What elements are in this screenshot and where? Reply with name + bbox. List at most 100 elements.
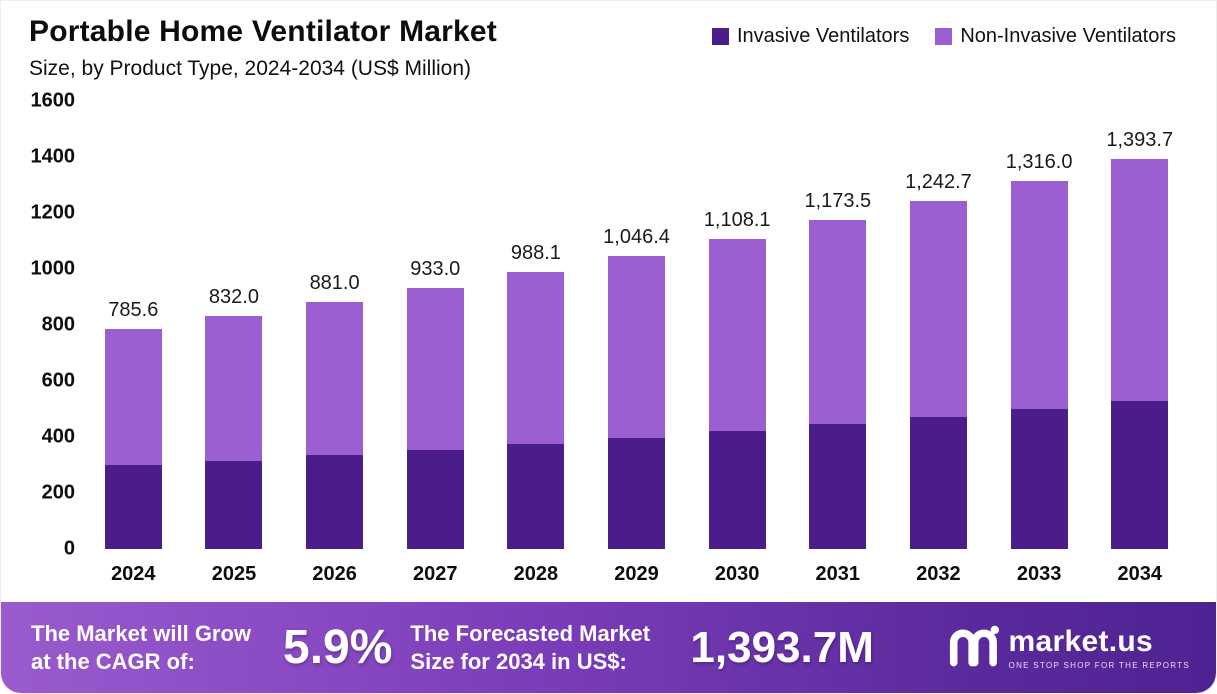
y-tick-label: 1400 [30, 145, 76, 168]
bar-segment-invasive [708, 431, 766, 549]
bar-column: 1,108.1 [687, 209, 788, 549]
forecast-value: 1,393.7M [690, 622, 874, 672]
y-tick-label: 1200 [30, 201, 76, 224]
bar-column: 1,242.7 [888, 171, 989, 549]
bar-column: 881.0 [284, 272, 385, 549]
forecast-label: The Forecasted Market Size for 2034 in U… [410, 621, 651, 674]
bar-segment-non-invasive [1111, 158, 1169, 401]
y-tick-label: 400 [41, 425, 75, 448]
bar-total-label: 881.0 [309, 272, 360, 295]
bar-stack [306, 302, 364, 549]
bar-total-label: 988.1 [510, 242, 561, 265]
bar-segment-non-invasive [909, 201, 967, 418]
bar-segment-invasive [608, 438, 666, 549]
x-tick-label: 2024 [111, 563, 156, 585]
bar-column: 1,316.0 [989, 151, 1090, 549]
bar-total-label: 1,242.7 [905, 171, 972, 194]
x-tick-label: 2026 [312, 563, 357, 585]
bar-column: 785.6 [83, 299, 184, 549]
y-tick-label: 800 [41, 313, 75, 336]
y-tick-label: 0 [63, 537, 75, 560]
cagr-label: The Market will Grow at the CAGR of: [31, 621, 252, 674]
x-tick-label: 2028 [513, 563, 559, 585]
bar-segment-non-invasive [809, 220, 867, 425]
bar-segment-invasive [809, 424, 867, 549]
x-tick-label: 2034 [1117, 563, 1162, 585]
y-tick-label: 1600 [30, 89, 76, 112]
bar-total-label: 785.6 [108, 299, 159, 322]
legend-item-invasive: Invasive Ventilators [712, 25, 909, 48]
cagr-value: 5.9% [283, 621, 393, 674]
bar-stack [104, 329, 162, 549]
bar-stack [708, 238, 766, 549]
chart-header: Portable Home Ventilator Market Size, by… [29, 15, 497, 81]
bar-column: 1,046.4 [586, 226, 687, 549]
x-tick-label: 2025 [211, 563, 257, 585]
x-tick-label: 2031 [815, 563, 861, 585]
bar-column: 832.0 [184, 286, 285, 549]
bar-segment-invasive [507, 444, 565, 549]
legend-marker-invasive [712, 28, 729, 45]
bar-segment-non-invasive [306, 302, 364, 456]
bar-segment-invasive [1111, 400, 1169, 549]
chart-legend: Invasive Ventilators Non-Invasive Ventil… [712, 25, 1176, 48]
bar-segment-non-invasive [104, 329, 162, 465]
x-axis: 2024 2025 2026 2027 2028 2029 2030 2031 2032 2033… [83, 563, 1190, 586]
bar-segment-non-invasive [406, 287, 464, 450]
bar-total-label: 1,316.0 [1005, 150, 1073, 173]
bar-stack [608, 256, 666, 549]
legend-label-invasive: Invasive Ventilators [737, 25, 910, 47]
bar-segment-invasive [1010, 409, 1068, 549]
bar-total-label: 1,108.1 [703, 208, 771, 231]
y-tick-label: 1000 [30, 257, 76, 280]
bar-stack [507, 272, 565, 549]
bar-total-label: 1,173.5 [804, 190, 872, 213]
bar-column: 933.0 [385, 258, 486, 549]
x-tick-label: 2027 [412, 563, 458, 585]
bar-segment-invasive [306, 455, 364, 549]
bar-segment-non-invasive [205, 316, 263, 461]
page-subtitle: Size, by Product Type, 2024-2034 (US$ Mi… [29, 57, 472, 80]
bar-segment-invasive [406, 449, 464, 549]
bar-segment-non-invasive [1010, 180, 1068, 410]
bar-column: 988.1 [486, 242, 587, 549]
stacked-bar-chart: 0 200 400 600 800 1000 1200 1400 1600 785.6 832.0… [15, 90, 1190, 586]
x-tick-label: 2032 [916, 563, 961, 585]
marketus-logo-text-wrap: market.us One Stop Shop For The Reports [1009, 625, 1190, 670]
bar-segment-non-invasive [708, 238, 766, 432]
x-tick-label: 2030 [714, 563, 760, 585]
bar-total-label: 1,393.7 [1106, 128, 1174, 151]
bar-segment-invasive [205, 460, 263, 549]
bar-column: 1,393.7 [1089, 129, 1190, 549]
y-tick-label: 600 [41, 369, 75, 392]
bar-stack [909, 201, 967, 549]
bar-total-label: 1,046.4 [603, 226, 670, 249]
bar-stack [809, 220, 867, 549]
marketus-logo-icon [947, 622, 999, 673]
marketus-logo-tagline: One Stop Shop For The Reports [1008, 661, 1190, 670]
x-tick-label: 2033 [1016, 563, 1062, 585]
bar-stack [1010, 180, 1068, 549]
x-tick-label: 2029 [614, 563, 659, 585]
bar-column: 1,173.5 [787, 190, 888, 549]
legend-label-non-invasive: Non-Invasive Ventilators [960, 25, 1176, 47]
bar-total-label: 832.0 [208, 286, 259, 309]
y-axis: 0 200 400 600 800 1000 1200 1400 1600 [15, 90, 83, 560]
marketus-logo-name: market.us [1008, 625, 1153, 658]
footer-banner: The Market will Grow at the CAGR of: 5.9… [1, 602, 1216, 693]
bars-area: 785.6 832.0 881.0 933.0 988.1 1,046.4 1,108.1 1… [83, 129, 1190, 549]
bar-stack [205, 316, 263, 549]
bar-stack [406, 287, 464, 549]
legend-item-non-invasive: Non-Invasive Ventilators [935, 25, 1176, 48]
bar-stack [1111, 158, 1169, 549]
bar-segment-invasive [104, 465, 162, 549]
legend-marker-non-invasive [935, 28, 953, 45]
page-title: Portable Home Ventilator Market [29, 15, 497, 48]
bar-segment-invasive [909, 417, 967, 549]
y-tick-label: 200 [41, 481, 75, 504]
marketus-logo: market.us One Stop Shop For The Reports [947, 622, 1190, 673]
bar-segment-non-invasive [507, 272, 565, 444]
bar-segment-non-invasive [608, 256, 666, 439]
bar-total-label: 933.0 [410, 257, 461, 280]
